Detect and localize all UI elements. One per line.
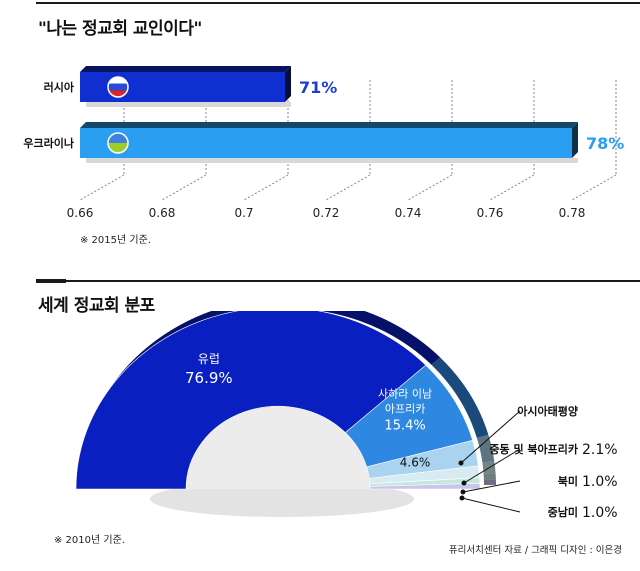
leader-dot (461, 480, 467, 486)
flag-stripe-blue (108, 133, 128, 143)
leader-line (460, 410, 521, 464)
x-tick-label: 0.68 (149, 206, 176, 220)
category-label: 러시아 (44, 80, 75, 94)
grid-line-diagonal (161, 174, 207, 201)
donut-slice-depth (431, 357, 489, 438)
slice-label-outside: 북미 (558, 474, 578, 488)
bar-front (80, 128, 572, 158)
slice-value-subsaharan: 15.4% (384, 418, 425, 433)
russia-flag-icon (107, 76, 129, 98)
grid-line-diagonal (79, 174, 125, 201)
flag-ring (107, 76, 129, 98)
slice-label-outside: 중남미 (548, 505, 578, 519)
leader-dot (460, 489, 466, 495)
flag-stripe-blue (108, 83, 128, 91)
slice-value-asia: 4.6% (400, 455, 431, 469)
donut-slice (369, 483, 481, 490)
slice-value-europe: 76.9% (185, 369, 233, 387)
bar-shadow (86, 158, 578, 163)
slice-label-outside: 중동 및 북아프리카 (489, 442, 578, 456)
pie-chart-note: ※ 2010년 기준. (54, 535, 125, 546)
slice-label-subsaharan-2: 아프리카 (385, 402, 425, 415)
bar-top-face (80, 122, 578, 128)
x-tick-label: 0.74 (395, 206, 422, 220)
flag-stripe-red (108, 90, 128, 97)
x-tick-label: 0.7 (234, 206, 253, 220)
ukraine-flag-icon (107, 132, 129, 154)
x-tick-label: 0.72 (313, 206, 340, 220)
donut-inner-shadow (186, 406, 370, 489)
slice-value-outside: 1.0% (582, 505, 618, 521)
grid-line-diagonal (407, 174, 453, 201)
x-tick-label: 0.76 (477, 206, 504, 220)
bar-side-face (285, 66, 291, 102)
bottom-section-rule (36, 280, 640, 282)
flag-stripe-yellow (108, 143, 128, 153)
leader-line (462, 480, 521, 493)
slice-value-outside: 1.0% (582, 474, 618, 490)
leader-line (463, 448, 521, 484)
credit-text: 퓨리서치센터 자료 / 그래픽 디자인 : 이은경 (448, 545, 622, 556)
bar-value-label: 78% (586, 134, 624, 153)
bar-shadow (86, 102, 291, 107)
donut-slice-depth (483, 473, 496, 480)
slice-label-outside: 아시아태평양 (517, 404, 578, 418)
grid-line-diagonal (571, 174, 617, 201)
donut-floor-shadow (150, 481, 414, 517)
donut-slice-depth (483, 479, 496, 485)
donut-slice-depth (476, 434, 495, 463)
donut-slice (75, 311, 427, 490)
x-tick-label: 0.66 (67, 206, 94, 220)
grid-line-diagonal (243, 174, 289, 201)
bar-top-face (80, 66, 291, 72)
bar-side-face (572, 122, 578, 158)
x-tick-label: 0.78 (559, 206, 586, 220)
bar-chart-title: "나는 정교회 교인이다" (38, 19, 202, 39)
bar-chart-note: ※ 2015년 기준. (80, 235, 151, 246)
leader-dot (459, 495, 465, 501)
flag-ring (107, 132, 129, 154)
bar-chart: 0.66 0.68 0.7 0.72 0.74 0.76 0.78 러시아 71% 우크라이나 78… (23, 66, 624, 220)
category-label: 우크라이나 (23, 136, 74, 150)
slice-label-europe: 유럽 (198, 352, 220, 366)
slice-value-outside: 2.1% (582, 442, 618, 458)
bottom-section-rule-accent (36, 279, 66, 283)
pie-chart-title: 세계 정교회 분포 (38, 296, 155, 316)
bar-value-label: 71% (299, 78, 337, 97)
top-section-rule (36, 2, 640, 4)
flag-stripe-white (108, 77, 128, 84)
grid-line-diagonal (489, 174, 535, 201)
leader-dot (458, 460, 464, 466)
slice-label-subsaharan-1: 사하라 이남 (378, 386, 432, 400)
grid-line-diagonal (325, 174, 371, 201)
leader-line (461, 497, 521, 513)
